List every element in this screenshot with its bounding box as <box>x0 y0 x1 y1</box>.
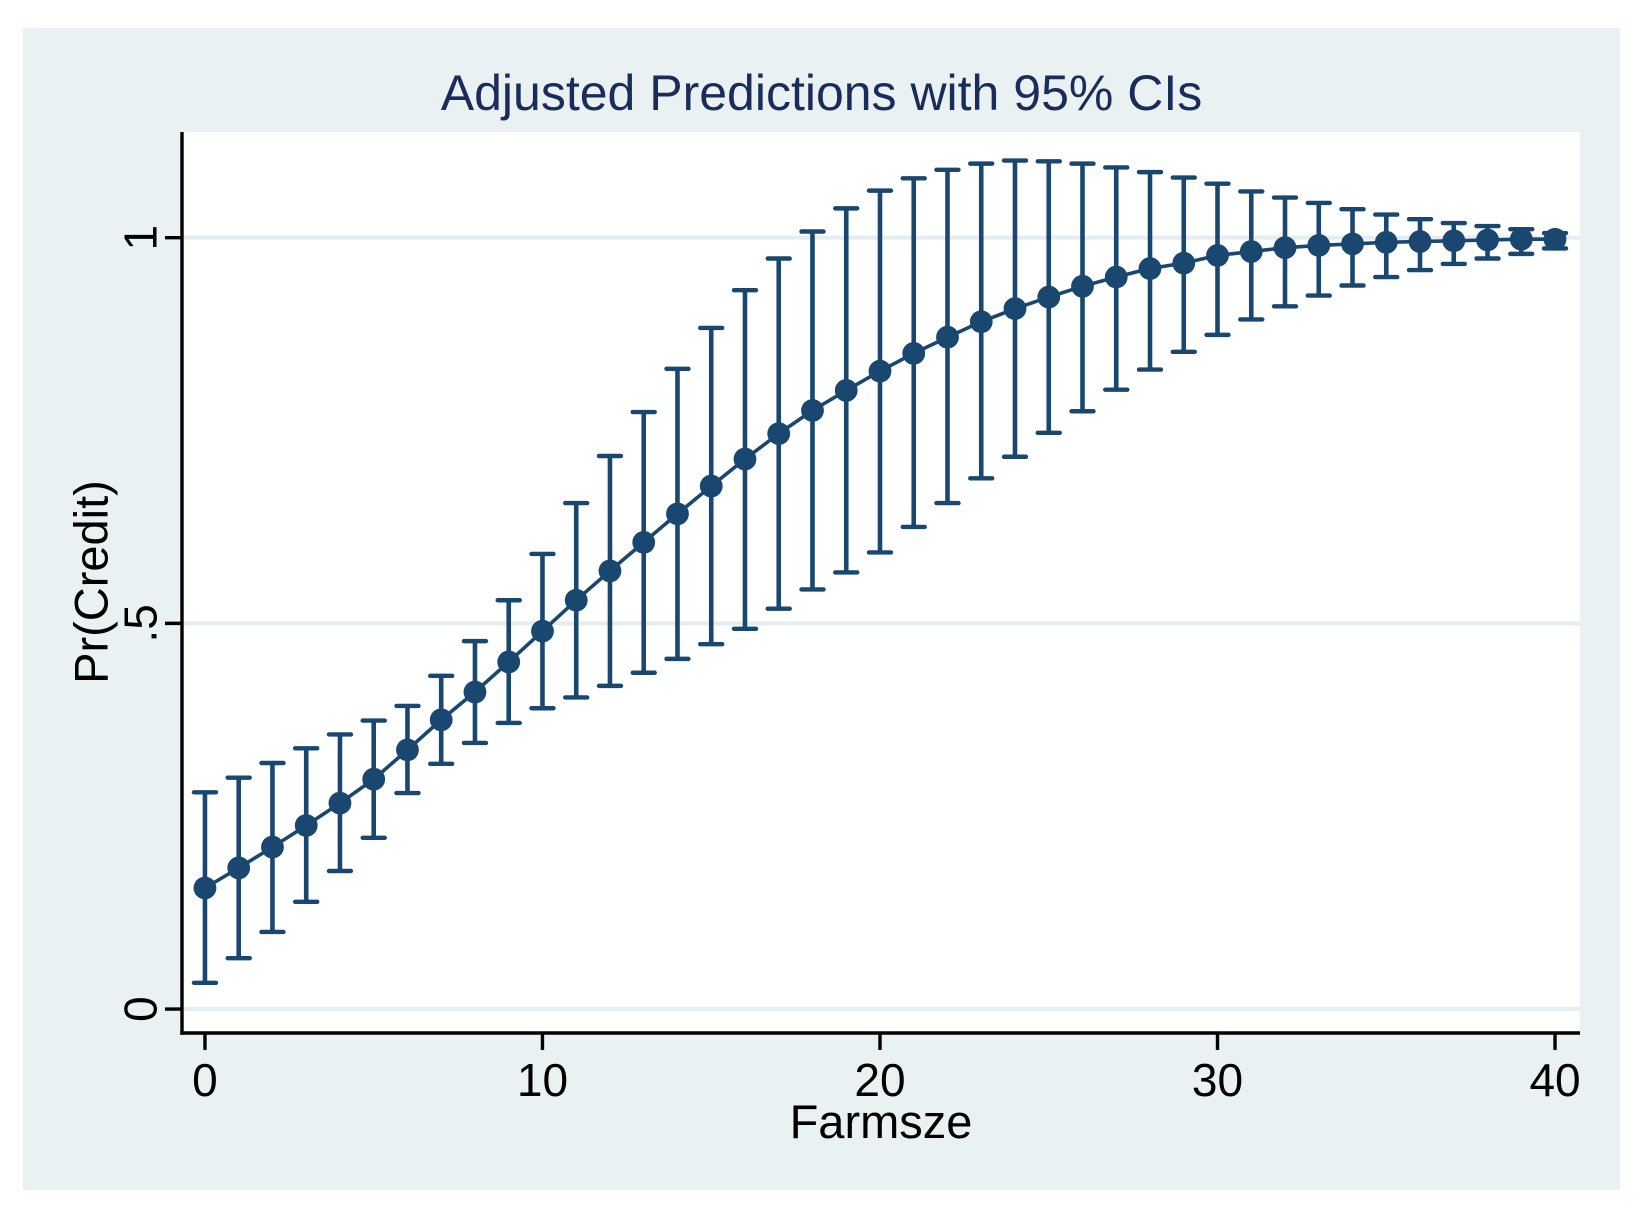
x-tick-label: 20 <box>854 1054 905 1106</box>
data-point-marker <box>699 474 723 498</box>
y-tick-label: 0 <box>115 996 167 1022</box>
data-point-marker <box>1509 227 1533 251</box>
y-tick-label-group: 0 <box>115 996 167 1022</box>
data-point-marker <box>463 680 487 704</box>
data-point-marker <box>396 738 419 762</box>
data-point-marker <box>497 650 521 674</box>
axes: 0.510 10 20 30 40 <box>115 132 1581 1106</box>
data-point-marker <box>1543 227 1567 251</box>
y-tick-label-group: 1 <box>115 225 167 251</box>
data-point-marker <box>564 588 588 612</box>
data-point-marker <box>1408 230 1432 253</box>
data-point-marker <box>429 708 453 732</box>
data-point-marker <box>1003 297 1027 321</box>
data-point-marker <box>261 835 284 859</box>
x-axis-title: Farmsze <box>789 1095 973 1148</box>
data-point-marker <box>1273 236 1297 260</box>
data-point-marker <box>834 379 858 402</box>
data-point-marker <box>1239 240 1263 263</box>
y-tick-label-group: .5 <box>115 604 167 642</box>
chart-title: Adjusted Predictions with 95% CIs <box>440 65 1203 121</box>
y-tick-label: .5 <box>115 604 167 642</box>
data-point-marker <box>1476 228 1499 252</box>
y-axis-title: Pr(Credit) <box>64 480 118 684</box>
data-point-marker <box>767 422 791 446</box>
data-point-marker <box>868 359 892 383</box>
data-point-marker <box>362 767 386 791</box>
data-point-marker <box>902 341 926 365</box>
data-point-marker <box>1037 285 1061 309</box>
data-point-marker <box>294 814 318 837</box>
x-tick-label: 10 <box>517 1054 568 1106</box>
data-point-marker <box>666 502 689 526</box>
data-point-marker <box>1104 265 1128 289</box>
data-point-marker <box>936 325 959 349</box>
data-point-marker <box>1206 244 1229 267</box>
data-point-marker <box>1071 274 1094 298</box>
x-tick-label: 40 <box>1529 1054 1580 1106</box>
data-point-marker <box>1442 229 1466 253</box>
data-point-marker <box>1307 233 1331 257</box>
data-point-marker <box>969 310 993 334</box>
data-point-marker <box>1172 251 1196 275</box>
y-tick-label: 1 <box>115 225 167 251</box>
data-point-marker <box>1374 230 1398 254</box>
x-tick-label: 0 <box>192 1054 218 1106</box>
data-point-marker <box>328 791 352 815</box>
markers <box>193 227 1567 900</box>
x-tick-label: 30 <box>1192 1054 1243 1106</box>
data-point-marker <box>801 399 824 422</box>
data-point-marker <box>227 856 251 880</box>
data-point-marker <box>598 559 622 583</box>
data-point-marker <box>193 876 217 900</box>
data-point-marker <box>1138 257 1162 280</box>
data-point-marker <box>531 619 554 643</box>
data-point-marker <box>1341 232 1364 256</box>
data-point-marker <box>733 447 757 471</box>
data-point-marker <box>632 530 656 554</box>
